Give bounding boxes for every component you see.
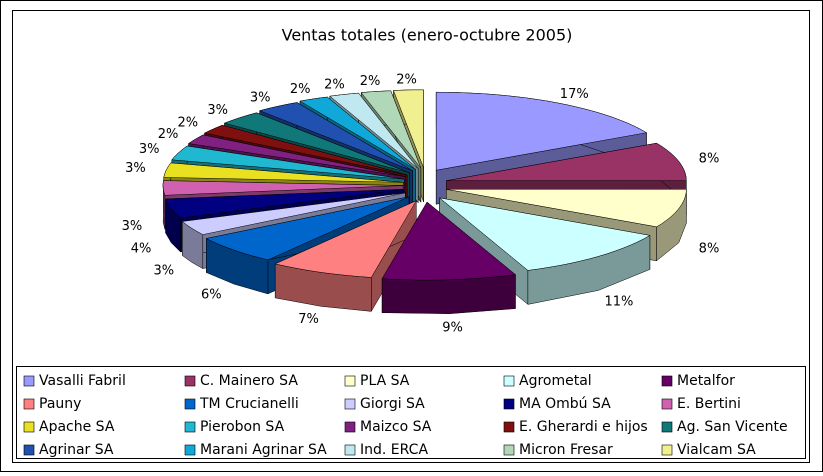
legend-swatch: [661, 398, 673, 410]
data-label: 3%: [125, 161, 146, 176]
legend-swatch: [503, 398, 515, 410]
data-label: 9%: [442, 320, 463, 335]
data-label: 2%: [324, 77, 345, 92]
legend-swatch: [344, 444, 356, 456]
data-label: 2%: [396, 72, 417, 87]
legend-label: Pierobon SA: [200, 419, 285, 435]
legend-label: Apache SA: [39, 419, 115, 435]
legend-swatch: [184, 444, 196, 456]
data-label: 2%: [290, 82, 311, 97]
slice: [203, 124, 408, 176]
legend-swatch: [23, 444, 35, 456]
legend-label: C. Mainero SA: [200, 373, 298, 389]
legend-label: Agrinar SA: [39, 442, 114, 458]
legend-swatch: [503, 444, 515, 456]
legend-label: Vialcam SA: [677, 442, 756, 458]
legend-swatch: [503, 375, 515, 387]
legend-swatch: [661, 421, 673, 433]
legend-swatch: [23, 375, 35, 387]
legend-swatch: [503, 421, 515, 433]
slice: [360, 90, 422, 169]
legend-label: Metalfor: [677, 373, 735, 389]
data-label: 7%: [298, 312, 319, 327]
chart-title: Ventas totales (enero-octubre 2005): [282, 26, 573, 45]
data-label: 3%: [207, 103, 228, 118]
slice-side: [381, 274, 516, 314]
slice: [181, 192, 406, 235]
data-label: 17%: [560, 87, 589, 102]
data-label: 3%: [250, 90, 271, 105]
slice: [438, 197, 651, 271]
data-label: 3%: [153, 263, 174, 278]
legend-label: Marani Agrinar SA: [200, 442, 327, 458]
legend-label: Ind. ERCA: [360, 442, 428, 458]
legend-label: MA Ombú SA: [519, 396, 611, 412]
legend-swatch: [344, 421, 356, 433]
legend-label: E. Bertini: [677, 396, 741, 412]
legend-swatch: [344, 398, 356, 410]
slice: [162, 180, 404, 196]
legend-swatch: [23, 421, 35, 433]
legend-swatch: [184, 375, 196, 387]
legend-swatch: [344, 375, 356, 387]
legend-label: PLA SA: [360, 373, 410, 389]
slice: [435, 91, 648, 171]
slice: [393, 89, 424, 168]
legend-swatch: [184, 421, 196, 433]
slice: [381, 201, 517, 281]
legend-label: TM Crucianelli: [199, 396, 299, 412]
slice: [187, 134, 406, 177]
legend-swatch: [661, 375, 673, 387]
slice: [223, 112, 410, 174]
data-label: 2%: [158, 127, 179, 142]
slice: [165, 189, 404, 219]
slice: [329, 92, 419, 169]
legend-swatch: [23, 398, 35, 410]
legend-label: Giorgi SA: [360, 396, 425, 412]
data-label: 8%: [699, 242, 720, 257]
slice: [258, 102, 413, 172]
data-label: 6%: [201, 288, 222, 303]
data-label: 2%: [360, 74, 381, 89]
slice: [163, 162, 404, 183]
legend-label: E. Gherardi e hijos: [519, 419, 648, 435]
legend-label: Vasalli Fabril: [39, 373, 126, 389]
slice: [446, 142, 687, 181]
legend-label: Pauny: [39, 396, 81, 412]
legend-label: Ag. San Vicente: [677, 419, 788, 435]
slice: [446, 189, 687, 228]
data-label: 3%: [122, 219, 143, 234]
data-label: 4%: [131, 242, 152, 257]
slice: [171, 145, 405, 180]
data-label: 2%: [177, 116, 198, 131]
legend-swatch: [661, 444, 673, 456]
legend-label: Agrometal: [519, 373, 592, 389]
slice: [205, 196, 410, 261]
data-label: 8%: [699, 151, 720, 166]
data-label: 3%: [139, 142, 160, 157]
slice: [299, 96, 416, 170]
legend-swatch: [184, 398, 196, 410]
slice: [274, 200, 417, 278]
legend-label: Maizco SA: [360, 419, 432, 435]
legend-label: Micron Fresar: [519, 442, 613, 458]
data-label: 11%: [604, 294, 633, 309]
legend: [16, 366, 806, 459]
